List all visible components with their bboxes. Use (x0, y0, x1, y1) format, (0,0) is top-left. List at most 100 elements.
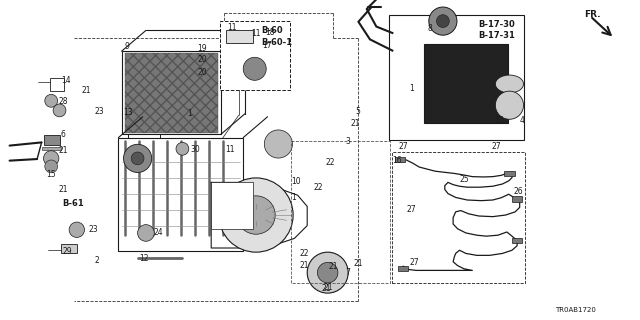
Text: 24: 24 (154, 228, 163, 237)
Text: 22: 22 (314, 183, 323, 192)
Bar (211, 182, 253, 229)
Text: 22: 22 (300, 249, 309, 258)
Circle shape (44, 151, 59, 166)
Text: 19: 19 (197, 44, 207, 52)
Circle shape (176, 142, 189, 155)
Text: B-17-31: B-17-31 (479, 31, 516, 40)
Bar (395, 157, 405, 162)
Text: 2: 2 (95, 256, 99, 265)
Text: TR0AB1720: TR0AB1720 (556, 308, 596, 313)
Text: 11: 11 (225, 145, 235, 154)
Text: 1: 1 (410, 84, 414, 93)
Text: 13: 13 (124, 108, 133, 117)
Text: 14: 14 (61, 76, 70, 85)
Bar (512, 196, 522, 202)
Circle shape (69, 222, 84, 237)
Text: 21: 21 (82, 86, 92, 95)
Text: 23: 23 (95, 107, 104, 116)
Bar (398, 266, 408, 271)
Bar (61, 244, 77, 253)
Text: 27: 27 (399, 142, 408, 151)
Text: 1: 1 (188, 109, 192, 118)
Circle shape (237, 196, 275, 234)
Bar (220, 21, 290, 90)
Bar (389, 15, 524, 140)
Text: 11: 11 (251, 29, 260, 38)
Text: 18: 18 (266, 28, 275, 36)
Text: 23: 23 (88, 225, 98, 234)
Text: B-60: B-60 (261, 26, 283, 35)
Bar (246, 36, 264, 45)
Circle shape (124, 144, 152, 172)
Text: 27: 27 (492, 142, 501, 151)
Bar (125, 53, 218, 133)
Circle shape (250, 25, 262, 38)
Text: 25: 25 (460, 175, 469, 184)
Text: 7: 7 (346, 268, 351, 277)
Circle shape (53, 104, 66, 117)
Text: 17: 17 (262, 41, 272, 50)
Text: 27: 27 (406, 205, 416, 214)
Text: 4: 4 (520, 116, 525, 125)
Text: 22: 22 (325, 158, 335, 167)
Circle shape (243, 57, 266, 80)
Circle shape (253, 210, 285, 242)
Text: B-60-1: B-60-1 (261, 38, 292, 47)
Text: 10: 10 (291, 177, 301, 186)
Text: 8: 8 (428, 24, 432, 33)
Text: 3: 3 (346, 137, 351, 146)
Bar (44, 135, 60, 145)
Text: 21: 21 (321, 284, 331, 293)
Text: 27: 27 (410, 258, 419, 267)
Text: 5: 5 (355, 107, 360, 116)
Circle shape (138, 225, 154, 241)
Text: 21: 21 (59, 185, 68, 194)
Bar (42, 147, 61, 150)
Circle shape (264, 130, 292, 158)
Circle shape (131, 152, 144, 165)
Text: B-17-30: B-17-30 (479, 20, 515, 28)
Text: 21: 21 (351, 119, 360, 128)
Text: 16: 16 (392, 156, 402, 165)
Text: 20: 20 (197, 68, 207, 76)
Text: 26: 26 (514, 188, 524, 196)
Text: 11: 11 (227, 23, 237, 32)
Circle shape (429, 7, 457, 35)
Bar (50, 78, 64, 91)
Text: FR.: FR. (584, 10, 600, 19)
Bar (512, 238, 522, 243)
Text: 9: 9 (125, 42, 130, 51)
Text: 15: 15 (46, 170, 56, 179)
Circle shape (45, 160, 58, 173)
Bar (424, 44, 508, 123)
Text: 21: 21 (354, 260, 364, 268)
Bar (246, 194, 259, 200)
Circle shape (307, 252, 348, 293)
Circle shape (219, 178, 293, 252)
Text: 21: 21 (59, 146, 68, 155)
Bar (249, 37, 262, 44)
Text: 11: 11 (495, 116, 504, 125)
Text: 1: 1 (291, 193, 296, 202)
Text: 28: 28 (59, 97, 68, 106)
Circle shape (45, 94, 58, 107)
Text: 21: 21 (300, 261, 309, 270)
Text: 20: 20 (197, 55, 207, 64)
Text: 29: 29 (63, 247, 72, 256)
Circle shape (436, 15, 449, 28)
Circle shape (317, 262, 338, 283)
Bar (392, 152, 525, 283)
Text: 21: 21 (323, 284, 333, 292)
Bar (504, 171, 515, 176)
Text: B-61: B-61 (63, 199, 84, 208)
Circle shape (250, 40, 262, 51)
Text: 30: 30 (191, 145, 200, 154)
Circle shape (495, 91, 524, 119)
Ellipse shape (495, 75, 524, 93)
Text: 6: 6 (61, 130, 66, 139)
Bar (122, 51, 221, 134)
Bar (226, 30, 253, 43)
Text: 21: 21 (328, 262, 338, 271)
Bar (118, 138, 243, 251)
Text: 12: 12 (140, 254, 149, 263)
